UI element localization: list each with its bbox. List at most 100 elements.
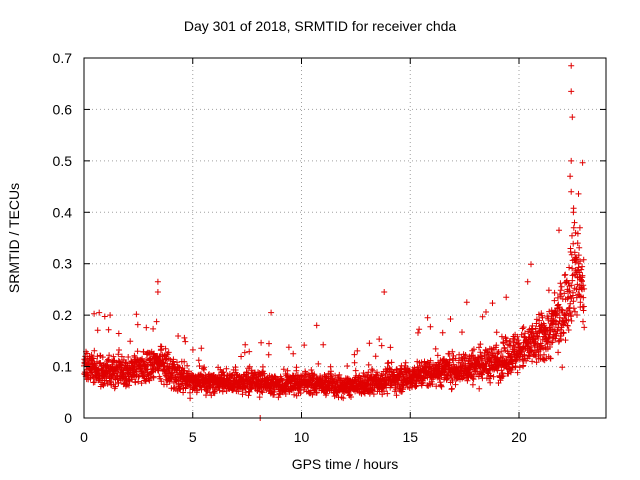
data-point [340,395,347,402]
data-point [452,381,459,388]
data-point [268,309,275,316]
data-point [265,351,272,358]
data-point [577,299,584,306]
y-tick-label: 0.7 [53,50,73,66]
data-point [449,348,456,355]
data-point [581,324,588,331]
data-point [384,390,391,397]
data-point [150,373,156,380]
data-point [439,329,446,336]
data-point [256,394,263,401]
data-point [504,341,511,348]
data-point [198,345,205,352]
data-point [498,333,505,340]
data-point [567,173,574,180]
data-point [446,350,453,357]
data-point [568,312,575,318]
data-point [566,264,573,271]
data-point [133,311,140,318]
data-point [246,363,253,370]
data-point [138,380,145,387]
data-point [313,389,320,396]
data-point [493,329,500,336]
data-point [570,224,577,231]
grid-lines [84,58,606,418]
data-point [568,62,575,69]
data-point [284,367,291,374]
data-point [162,345,169,352]
data-point [497,377,504,384]
data-point [576,244,583,251]
data-point [165,349,172,356]
data-point [418,359,425,366]
data-point [203,392,209,399]
data-point [280,366,287,373]
data-point [575,260,582,267]
data-point [574,312,580,318]
data-point [372,353,379,360]
data-point [554,294,561,301]
data-point [579,263,586,270]
data-point [134,321,141,328]
y-tick-label: 0.5 [53,153,73,169]
data-point [524,278,531,285]
data-point [576,224,583,231]
data-point [500,339,507,346]
data-point [576,292,583,299]
data-point [308,367,315,373]
data-point [158,343,165,350]
data-point [201,364,208,371]
data-point [174,359,180,366]
data-point [91,310,98,317]
data-point [139,355,146,362]
data-point [189,346,196,353]
data-point [447,316,454,322]
data-point [556,227,562,234]
data-point [555,301,562,308]
data-point [540,356,547,363]
data-point [572,229,579,236]
data-point [500,373,507,379]
data-point [570,209,577,216]
data-point [432,345,439,352]
x-tick-label: 0 [80,429,88,445]
data-point [570,305,577,312]
data-point [402,359,409,366]
data-point [529,358,536,365]
data-point [400,382,407,389]
data-point [543,327,550,334]
data-point [307,387,314,394]
data-point [116,347,122,353]
data-point [125,354,132,360]
data-point [487,379,494,386]
data-point [479,313,486,320]
data-point [187,395,194,402]
data-point [365,361,372,368]
data-point [580,294,587,301]
data-point [434,352,441,359]
data-point [557,336,564,343]
data-point [344,363,351,369]
data-point [514,333,521,340]
data-point [115,358,122,364]
data-point [246,348,253,355]
data-point [565,327,572,333]
data-point [574,240,581,247]
data-point [315,360,322,367]
data-point [570,298,577,305]
data-point [106,352,113,359]
data-point [94,327,101,334]
x-tick-label: 15 [402,429,418,445]
y-tick-label: 0.6 [53,101,73,117]
data-point [580,303,587,310]
data-point [528,348,535,354]
data-point [580,282,587,289]
data-point [258,339,265,346]
data-point [181,358,188,365]
data-point [513,357,520,364]
data-point [238,353,245,360]
data-point [415,329,421,336]
data-point [446,359,452,366]
data-point [105,326,112,333]
